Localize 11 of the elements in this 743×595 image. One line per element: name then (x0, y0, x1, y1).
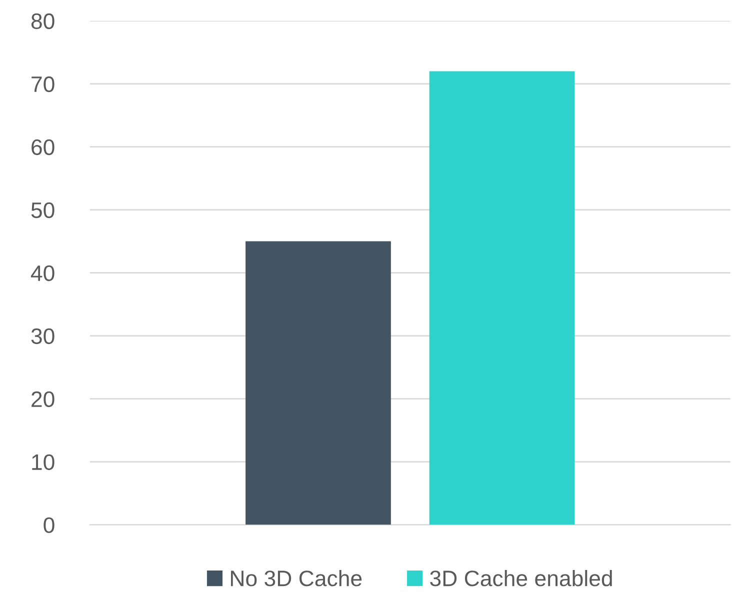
y-tick-label: 0 (44, 517, 54, 534)
y-tick-label: 30 (31, 328, 54, 344)
y-tick-label: 10 (32, 454, 54, 470)
legend-label: 3D Cache enabled (430, 570, 612, 586)
y-tick-label: 40 (30, 265, 54, 282)
y-tick-label: 60 (32, 139, 54, 156)
legend-label: No 3D Cache (231, 570, 362, 586)
y-tick-label: 50 (31, 202, 54, 218)
y-tick-label: 80 (31, 13, 54, 30)
y-tick-label: 70 (32, 76, 54, 92)
y-tick-label: 20 (32, 391, 54, 408)
